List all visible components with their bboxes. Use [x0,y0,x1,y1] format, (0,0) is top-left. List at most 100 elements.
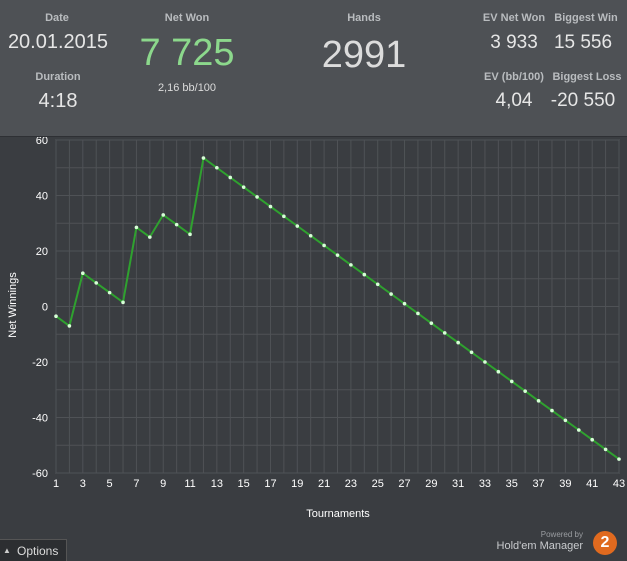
x-tick-label: 19 [291,478,303,490]
data-point [402,301,407,306]
x-tick-label: 1 [53,478,59,490]
data-point [389,292,393,296]
data-point [268,204,273,209]
x-tick-label: 21 [318,478,330,490]
data-point [496,369,501,374]
x-tick-label: 39 [559,478,571,490]
data-point [563,418,568,423]
data-point [121,300,125,305]
data-point [523,389,527,393]
data-point [241,185,246,189]
date-value: 20.01.2015 [7,31,109,53]
x-tick-label: 35 [506,478,518,490]
data-point [509,379,514,384]
hands-value: 2991 [321,34,407,76]
data-point [54,314,58,319]
data-point [295,224,300,228]
x-tick-label: 41 [586,478,598,490]
data-point [550,408,554,413]
biggest-win-label: Biggest Win [554,12,618,24]
data-point [81,271,85,275]
data-point [215,165,219,170]
date-label: Date [45,12,69,24]
data-point [335,253,340,257]
data-point [308,233,313,238]
data-point [349,263,353,267]
data-point [590,437,594,442]
ev-bb-label: EV (bb/100) [484,71,544,83]
ev-bb-value: 4,04 [495,90,533,111]
x-tick-label: 25 [372,478,384,490]
data-point [322,243,326,248]
powered-by-text: Powered by [540,530,583,539]
data-point [362,272,367,277]
hands-label: Hands [347,12,381,24]
data-point [174,222,179,227]
x-tick-label: 5 [107,478,113,490]
data-point [188,232,192,237]
hm2-badge-icon: 2 [593,531,617,555]
data-point [148,235,152,239]
net-won-value: 7 725 [139,32,235,74]
data-point [483,360,487,364]
options-label: Options [17,543,59,558]
data-point [134,225,139,230]
data-point [416,311,420,316]
y-tick-label: -40 [32,413,48,425]
duration-value: 4:18 [38,90,78,112]
x-tick-label: 33 [479,478,491,490]
y-tick-label: 60 [36,137,48,147]
data-point [442,331,447,335]
data-point [536,399,541,403]
x-tick-label: 13 [211,478,223,490]
x-tick-label: 37 [532,478,544,490]
net-won-label: Net Won [164,12,210,24]
y-axis-title: Net Winnings [7,272,19,338]
biggest-loss-label: Biggest Loss [552,71,622,83]
x-tick-label: 17 [264,478,276,490]
y-tick-label: 20 [36,246,48,258]
chevron-up-icon: ▲ [3,546,11,555]
data-point [282,214,286,219]
data-point [161,213,166,217]
data-point [469,350,474,355]
x-tick-label: 7 [133,478,139,490]
data-point [255,195,259,199]
duration-label: Duration [35,71,81,83]
data-point [94,281,99,285]
x-tick-label: 43 [613,478,625,490]
data-point [456,340,460,345]
bb-per-100-value: 2,16 bb/100 [157,82,217,94]
data-point [228,175,233,180]
ev-net-won-label: EV Net Won [482,12,546,24]
data-point [375,282,380,287]
x-tick-label: 23 [345,478,357,490]
y-tick-label: 0 [42,302,48,314]
data-point [67,324,72,328]
data-point [617,457,621,461]
data-point [429,321,434,325]
x-tick-label: 3 [80,478,86,490]
data-point [576,428,581,432]
brand-name: Hold'em Manager [496,540,583,552]
x-tick-label: 9 [160,478,166,490]
data-point [603,447,608,452]
data-point [107,290,112,295]
y-tick-label: -60 [32,468,48,480]
x-tick-label: 29 [425,478,437,490]
brand-logo: Powered by Hold'em Manager 2 [487,529,617,557]
x-tick-label: 31 [452,478,464,490]
y-tick-label: 40 [36,191,48,203]
x-axis-title: Tournaments [306,508,370,520]
biggest-loss-value: -20 550 [550,90,616,111]
x-tick-label: 11 [184,478,195,490]
ev-net-won-value: 3 933 [490,32,538,53]
options-button[interactable]: ▲ Options [0,539,67,561]
stats-header: Date 20.01.2015 Duration 4:18 Net Won 7 … [0,0,627,137]
data-point [201,156,206,160]
x-tick-label: 27 [398,478,410,490]
biggest-win-value: 15 556 [553,32,613,53]
y-tick-label: -20 [32,357,48,369]
x-tick-label: 15 [238,478,250,490]
